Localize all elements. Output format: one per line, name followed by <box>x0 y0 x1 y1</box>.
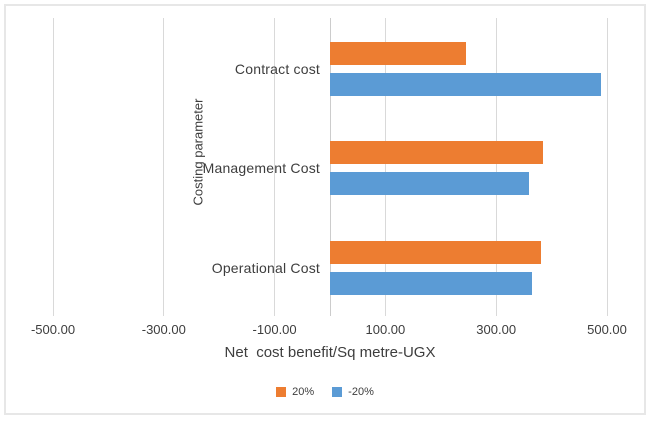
legend-item-20: -20% <box>332 386 374 398</box>
legend-swatch-20 <box>276 387 287 397</box>
bar-20-management-cost <box>330 141 544 164</box>
gridline-300 <box>495 18 497 316</box>
gridline--100 <box>274 18 276 316</box>
legend-label-20: 20% <box>292 386 315 398</box>
tick-label-500: 500.00 <box>587 322 627 337</box>
tick-label-300: 300.00 <box>476 322 517 337</box>
gridline--300 <box>163 18 165 316</box>
x-axis-title: Net cost benefit/Sq metre-UGX <box>224 344 436 361</box>
bar-20-operational-cost <box>330 271 533 295</box>
bar-20-contract-cost <box>330 72 602 96</box>
legend-label-20: -20% <box>348 386 374 398</box>
gridline-100 <box>384 18 386 316</box>
tick-label--500: -500.00 <box>30 322 76 337</box>
legend-swatch-20 <box>332 387 343 397</box>
category-axis-line <box>329 18 331 316</box>
category-label-management-cost: Management Cost <box>202 160 320 176</box>
bar-20-operational-cost <box>330 240 541 264</box>
gridline-500 <box>606 18 608 316</box>
gridline--500 <box>52 18 54 316</box>
bar-20-contract-cost <box>330 41 466 65</box>
y-axis-title: Costing parameter <box>190 98 206 206</box>
tick-label--300: -300.00 <box>141 322 186 337</box>
bar-20-management-cost <box>330 172 530 195</box>
tick-label-100: 100.00 <box>365 322 406 337</box>
tick-label--100: -100.00 <box>252 322 297 337</box>
category-label-operational-cost: Operational Cost <box>211 259 320 276</box>
legend-item-20: 20% <box>276 386 314 398</box>
category-label-contract-cost: Contract cost <box>234 60 320 77</box>
legend: 20% -20% <box>0 386 650 398</box>
